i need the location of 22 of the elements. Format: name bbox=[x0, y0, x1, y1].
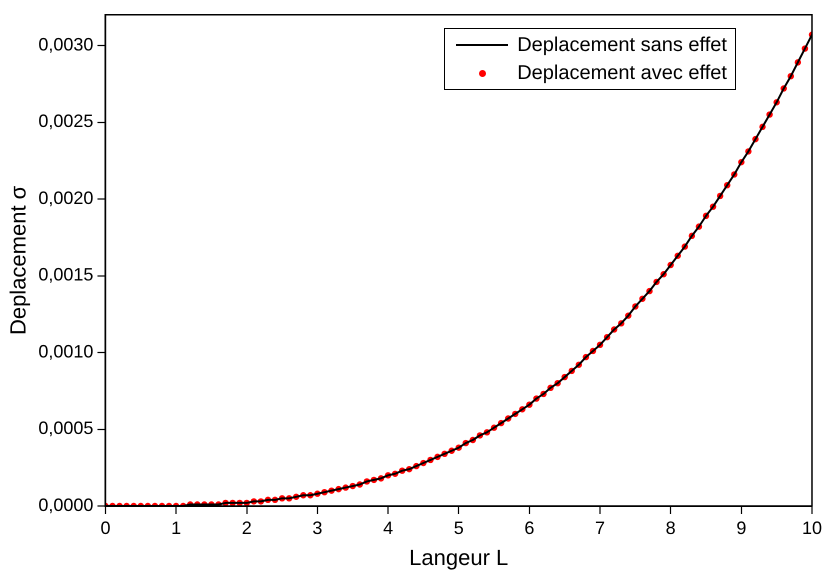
y-tick-label: 0,0015 bbox=[38, 264, 94, 285]
x-tick-label: 6 bbox=[524, 518, 534, 538]
y-tick-label: 0,0020 bbox=[38, 188, 94, 208]
y-tick-label: 0,0030 bbox=[38, 34, 94, 54]
x-tick-label: 2 bbox=[242, 518, 252, 538]
x-tick-label: 4 bbox=[383, 518, 394, 538]
legend-label: Deplacement sans effet bbox=[517, 33, 727, 58]
x-tick-label: 5 bbox=[454, 518, 464, 538]
y-axis-title: Deplacement σ bbox=[5, 185, 30, 336]
x-tick-label: 8 bbox=[666, 518, 676, 538]
y-tick-label: 0,0005 bbox=[38, 418, 94, 438]
x-tick-label: 7 bbox=[595, 518, 606, 538]
x-tick-label: 1 bbox=[171, 518, 182, 538]
x-tick-label: 9 bbox=[736, 518, 746, 538]
x-axis-title: Langeur L bbox=[409, 544, 508, 570]
x-tick-label: 0 bbox=[100, 518, 110, 538]
y-tick-label: 0,0025 bbox=[38, 111, 94, 132]
y-tick-label: 0,0000 bbox=[38, 494, 94, 515]
legend-label: Deplacement avec effet bbox=[517, 61, 727, 86]
x-tick-label: 10 bbox=[802, 518, 822, 538]
y-tick-label: 0,0010 bbox=[38, 341, 94, 362]
x-tick-label: 3 bbox=[312, 518, 322, 538]
